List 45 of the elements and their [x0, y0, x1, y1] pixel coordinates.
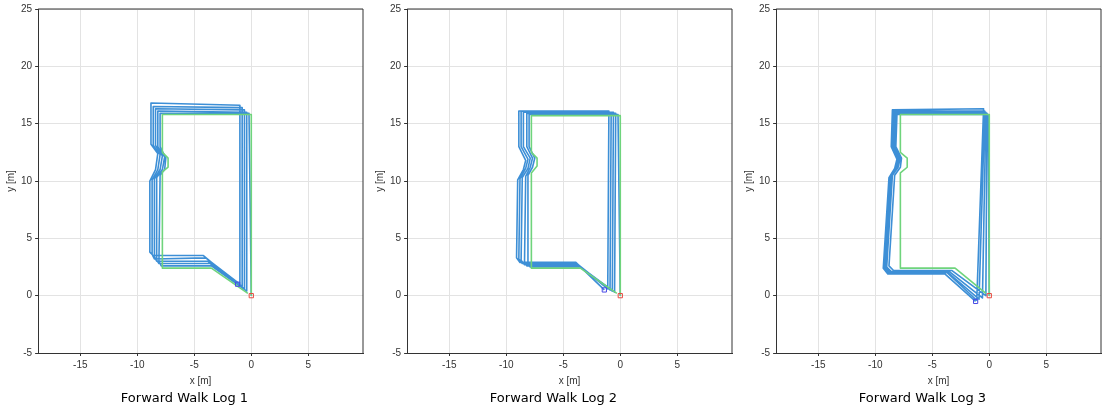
x-tick-label: 0 [986, 358, 993, 370]
x-tick-label: -10 [868, 358, 883, 370]
y-tick-label: 5 [764, 232, 771, 244]
text: Forward Walk Log 2 [489, 390, 618, 405]
text: Forward Walk Log 1 [120, 390, 249, 405]
y-tick-label: -5 [761, 346, 771, 358]
y-tick-label: 5 [26, 232, 33, 244]
y-tick-label: -5 [392, 346, 402, 358]
y-axis-title: y [m] [742, 169, 754, 192]
x-tick-label: -10 [130, 358, 145, 370]
x-tick-label: 5 [1043, 358, 1050, 370]
x-axis-title: x [m] [558, 374, 581, 386]
y-tick-label: 25 [759, 2, 771, 14]
x-tick-label: -5 [927, 358, 938, 370]
y-tick-label: 0 [395, 289, 402, 301]
y-tick-label: 10 [390, 174, 402, 186]
x-tick-label: -10 [499, 358, 514, 370]
x-tick-label: 5 [674, 358, 681, 370]
x-tick-label: 0 [617, 358, 624, 370]
text: Forward Walk Log 3 [858, 390, 987, 405]
x-tick-label: 5 [305, 358, 312, 370]
y-axis-title: y [m] [373, 169, 385, 192]
y-tick-label: 15 [759, 117, 771, 129]
y-tick-label: 20 [21, 60, 33, 72]
y-axis-title: y [m] [4, 169, 16, 192]
y-tick-label: 10 [759, 174, 771, 186]
y-tick-label: -5 [23, 346, 33, 358]
x-tick-label: -15 [73, 358, 88, 370]
x-tick-label: -15 [442, 358, 457, 370]
y-tick-label: 20 [759, 60, 771, 72]
y-tick-label: 25 [390, 2, 402, 14]
y-tick-label: 10 [21, 174, 33, 186]
x-tick-label: -5 [558, 358, 569, 370]
x-axis-title: x [m] [189, 374, 212, 386]
y-tick-label: 5 [395, 232, 402, 244]
x-tick-label: -5 [189, 358, 200, 370]
y-tick-label: 15 [390, 117, 402, 129]
x-tick-label: -15 [811, 358, 826, 370]
y-tick-label: 20 [390, 60, 402, 72]
x-tick-label: 0 [248, 358, 255, 370]
y-tick-label: 0 [26, 289, 33, 301]
y-tick-label: 0 [764, 289, 771, 301]
y-tick-label: 15 [21, 117, 33, 129]
y-tick-label: 25 [21, 2, 33, 14]
x-axis-title: x [m] [927, 374, 950, 386]
